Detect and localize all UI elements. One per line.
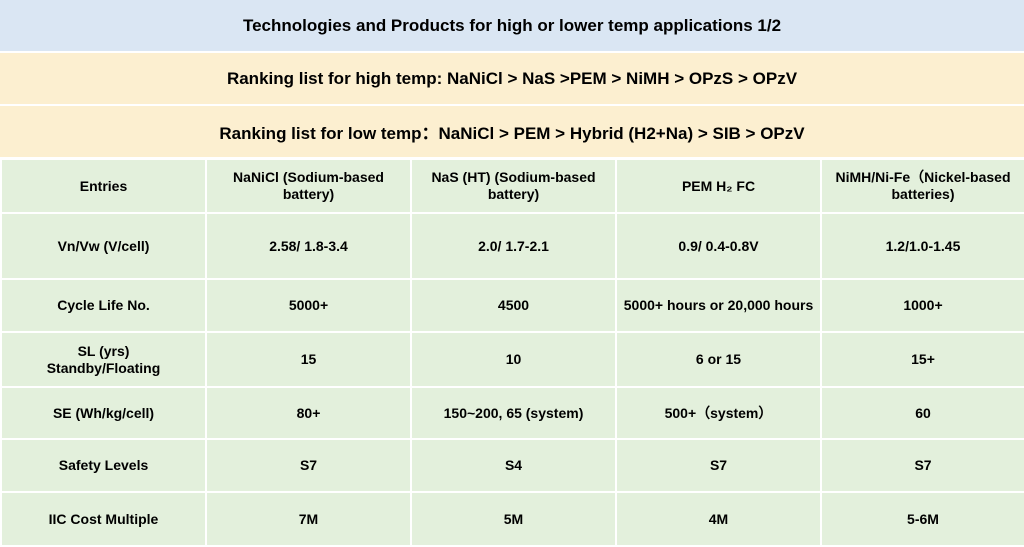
- table-cell: 6 or 15: [615, 331, 822, 388]
- table-cell: 5M: [410, 491, 617, 547]
- table-cell: 2.0/ 1.7-2.1: [410, 212, 617, 280]
- table-row: Cycle Life No. 5000+ 4500 5000+ hours or…: [0, 278, 1024, 333]
- table-cell: 500+（system）: [615, 386, 822, 440]
- table-cell: 2.58/ 1.8-3.4: [205, 212, 412, 280]
- page-title: Technologies and Products for high or lo…: [0, 0, 1024, 52]
- table-row: Safety Levels S7 S4 S7 S7: [0, 438, 1024, 493]
- table-cell: 4M: [615, 491, 822, 547]
- ranking-low-temp: Ranking list for low temp：NaNiCl > PEM >…: [0, 106, 1024, 158]
- table-cell: 10: [410, 331, 617, 388]
- table-cell: 150~200, 65 (system): [410, 386, 617, 440]
- table-cell: 5000+: [205, 278, 412, 333]
- row-label-cell: IIC Cost Multiple: [0, 491, 207, 547]
- table-cell: 80+: [205, 386, 412, 440]
- table-cell: 1000+: [820, 278, 1024, 333]
- table-row: SE (Wh/kg/cell) 80+ 150~200, 65 (system)…: [0, 386, 1024, 440]
- table-cell: 1.2/1.0-1.45: [820, 212, 1024, 280]
- table-cell: 15: [205, 331, 412, 388]
- header-cell-nimh: NiMH/Ni-Fe（Nickel-based batteries): [820, 158, 1024, 214]
- table-cell: S4: [410, 438, 617, 493]
- row-label-cell: Safety Levels: [0, 438, 207, 493]
- table-cell: 4500: [410, 278, 617, 333]
- row-label-cell: SL (yrs) Standby/Floating: [0, 331, 207, 388]
- header-cell-nanicl: NaNiCl (Sodium-based battery): [205, 158, 412, 214]
- table-row: SL (yrs) Standby/Floating 15 10 6 or 15 …: [0, 331, 1024, 388]
- table-header-row: Entries NaNiCl (Sodium-based battery) Na…: [0, 158, 1024, 214]
- row-label-cell: Cycle Life No.: [0, 278, 207, 333]
- table-row: IIC Cost Multiple 7M 5M 4M 5-6M: [0, 491, 1024, 547]
- table-cell: 5000+ hours or 20,000 hours: [615, 278, 822, 333]
- table-row: Vn/Vw (V/cell) 2.58/ 1.8-3.4 2.0/ 1.7-2.…: [0, 212, 1024, 280]
- ranking-high-temp: Ranking list for high temp: NaNiCl > NaS…: [0, 53, 1024, 105]
- table-cell: S7: [205, 438, 412, 493]
- table-cell: S7: [820, 438, 1024, 493]
- table-cell: 5-6M: [820, 491, 1024, 547]
- table-cell: S7: [615, 438, 822, 493]
- row-label-cell: SE (Wh/kg/cell): [0, 386, 207, 440]
- header-cell-nas: NaS (HT) (Sodium-based battery): [410, 158, 617, 214]
- header-cell-pem: PEM H₂ FC: [615, 158, 822, 214]
- header-cell-entries: Entries: [0, 158, 207, 214]
- table-cell: 15+: [820, 331, 1024, 388]
- row-label-cell: Vn/Vw (V/cell): [0, 212, 207, 280]
- table-cell: 0.9/ 0.4-0.8V: [615, 212, 822, 280]
- comparison-table: Entries NaNiCl (Sodium-based battery) Na…: [0, 158, 1024, 547]
- table-cell: 7M: [205, 491, 412, 547]
- table-cell: 60: [820, 386, 1024, 440]
